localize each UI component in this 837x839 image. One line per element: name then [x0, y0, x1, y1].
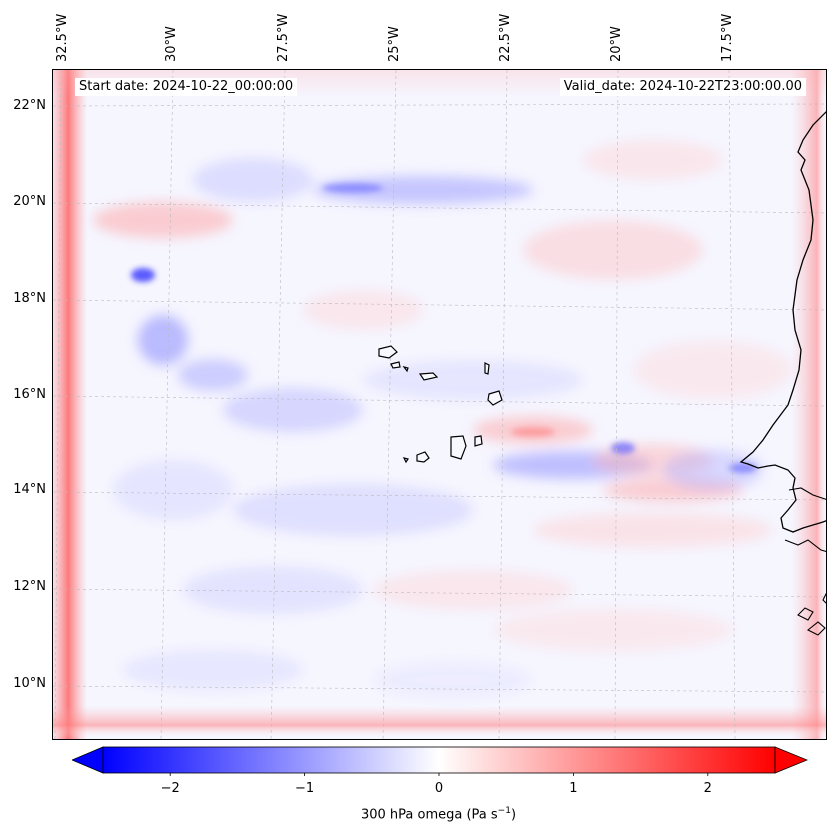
omega-blobs	[93, 140, 793, 698]
lat-label-18n: 18°N	[13, 291, 46, 306]
colorbar-tick-label: 2	[703, 781, 712, 796]
lon-label-22.5w: 22.5°W	[498, 13, 513, 62]
coastline-gambia	[788, 487, 826, 500]
lat-label-16n: 16°N	[13, 387, 46, 402]
lat-label-14n: 14°N	[13, 482, 46, 497]
lon-label-27.5w: 27.5°W	[276, 13, 291, 62]
lon-label-25w: 25°W	[387, 26, 402, 62]
lat-label-10n: 10°N	[13, 676, 46, 691]
omega-cores	[131, 183, 757, 473]
graticule	[53, 70, 826, 739]
colorbar	[72, 746, 808, 776]
coastline-guinea-bissau	[784, 539, 826, 553]
lat-label-12n: 12°N	[13, 579, 46, 594]
bottom-boundary-band	[53, 706, 826, 738]
right-boundary-band	[791, 70, 826, 739]
coastline-africa	[739, 111, 826, 533]
colorbar-max-extend	[774, 746, 808, 774]
colorbar-gradient	[102, 746, 776, 774]
lon-label-17.5w: 17.5°W	[720, 13, 735, 62]
omega-field-map	[53, 70, 826, 739]
lon-label-20w: 20°W	[609, 26, 624, 62]
start-date-label: Start date: 2024-10-22_00:00:00	[75, 78, 298, 96]
lon-label-32.5w: 32.5°W	[55, 13, 70, 62]
colorbar-tick-label: −2	[160, 781, 180, 796]
valid-date-label: Valid_date: 2024-10-22T23:00:00.00	[559, 78, 806, 96]
left-boundary-band	[53, 70, 87, 739]
map-panel[interactable]: Start date: 2024-10-22_00:00:00 Valid_da…	[52, 69, 827, 740]
colorbar-tickmarks	[169, 773, 709, 776]
colorbar-tick-label: 1	[569, 781, 578, 796]
lat-label-20n: 20°N	[13, 194, 46, 209]
colorbar-label: 300 hPa omega (Pa s−1)	[360, 806, 517, 823]
cape-verde-islands	[378, 345, 503, 464]
lon-label-30w: 30°W	[164, 26, 179, 62]
lat-label-22n: 22°N	[13, 98, 46, 113]
colorbar-tick-label: −1	[295, 781, 315, 796]
colorbar-min-extend	[72, 746, 104, 774]
bijagos-islands	[797, 592, 826, 636]
colorbar-tick-label: 0	[434, 781, 444, 796]
